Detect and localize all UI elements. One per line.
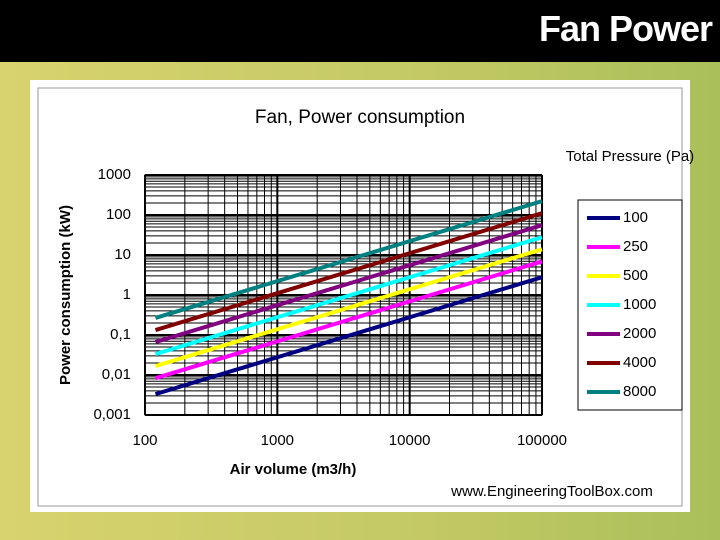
y-tick-label: 10: [114, 246, 131, 263]
y-axis-label: Power consumption (kW): [57, 205, 74, 385]
x-tick-label: 100: [132, 432, 157, 449]
y-tick-label: 0,1: [110, 326, 131, 343]
legend-label: 500: [623, 267, 648, 284]
legend-label: 8000: [623, 383, 656, 400]
series-line: [154, 223, 543, 344]
y-tick-label: 0,01: [102, 366, 131, 383]
series-line: [154, 235, 543, 357]
source: www.EngineeringToolBox.com: [450, 483, 653, 500]
header-title: Fan Power: [538, 8, 713, 49]
legend-label: 100: [623, 209, 648, 226]
chart-title: Fan, Power consumption: [255, 107, 465, 128]
x-tick-label: 10000: [389, 432, 431, 449]
legend-label: 4000: [623, 354, 656, 371]
series-line: [154, 199, 543, 320]
series-line: [154, 211, 543, 332]
y-tick-label: 0,001: [93, 406, 131, 423]
x-tick-label: 100000: [517, 432, 567, 449]
y-tick-label: 1: [123, 286, 131, 303]
header: Fan Power: [0, 0, 720, 62]
y-tick-label: 100: [106, 206, 131, 223]
plot-border: [144, 174, 543, 416]
y-tick-label: 1000: [98, 166, 131, 183]
x-axis-label: Air volume (m3/h): [230, 461, 357, 478]
series-line: [154, 247, 543, 369]
legend-label: 2000: [623, 325, 656, 342]
series-line: [154, 259, 543, 381]
legend-label: 1000: [623, 296, 656, 313]
x-tick-label: 1000: [261, 432, 294, 449]
legend-label: 250: [623, 238, 648, 255]
legend-title: Total Pressure (Pa): [565, 148, 695, 165]
series-line: [154, 275, 543, 397]
